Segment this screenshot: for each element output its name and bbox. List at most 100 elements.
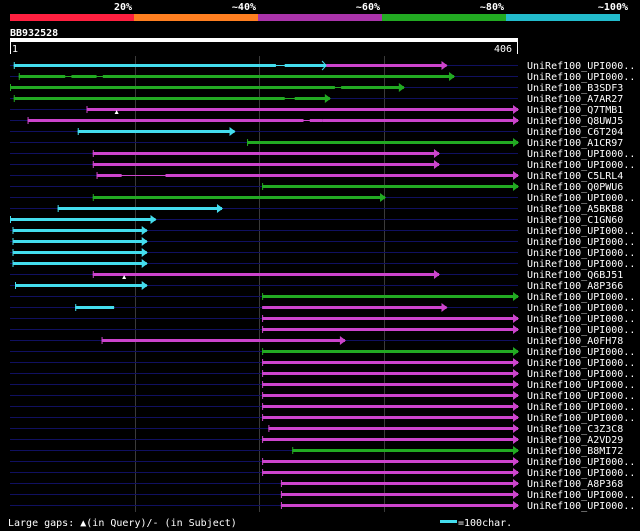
hit-row[interactable]: UniRef100_C3Z3C8	[10, 424, 623, 435]
hit-row[interactable]: UniRef100_UPI000..	[10, 149, 635, 160]
hit-label[interactable]: UniRef100_UPI000..	[527, 457, 635, 468]
hit-label[interactable]: UniRef100_UPI000..	[527, 325, 635, 336]
hit-label[interactable]: UniRef100_C5LRL4	[527, 171, 623, 182]
hit-label[interactable]: UniRef100_UPI000..	[527, 248, 635, 259]
hit-row[interactable]: UniRef100_Q0PWU6	[10, 182, 623, 193]
hit-row[interactable]: UniRef100_C1GN60	[10, 215, 623, 226]
hit-label[interactable]: UniRef100_Q6BJ51	[527, 270, 623, 281]
hit-arrow-icon	[380, 193, 387, 202]
hit-label[interactable]: UniRef100_A8P366	[527, 281, 623, 292]
hit-row[interactable]: UniRef100_B3SDF3	[10, 83, 623, 94]
hit-row[interactable]: UniRef100_A1CR97	[10, 138, 623, 149]
hit-label[interactable]: UniRef100_C3Z3C8	[527, 424, 623, 435]
hit-row[interactable]: UniRef100_Q8UWJ5	[10, 116, 623, 127]
hit-label[interactable]: UniRef100_B8MI72	[527, 446, 623, 457]
hit-row[interactable]: UniRef100_B8MI72	[10, 446, 623, 457]
hit-row[interactable]: UniRef100_A0FH78	[10, 336, 623, 347]
hit-label[interactable]: UniRef100_A8P368	[527, 479, 623, 490]
hit-arrow-icon	[513, 446, 519, 455]
hit-row[interactable]: UniRef100_UPI000..	[10, 468, 635, 479]
hit-arrow-icon	[433, 270, 440, 279]
hit-row[interactable]: UniRef100_UPI000..	[10, 226, 635, 237]
hit-row[interactable]: UniRef100_UPI000..	[10, 490, 635, 501]
hit-label[interactable]: UniRef100_UPI000..	[527, 402, 635, 413]
hit-label[interactable]: UniRef100_UPI000..	[527, 490, 635, 501]
hit-label[interactable]: UniRef100_A0FH78	[527, 336, 623, 347]
hit-row[interactable]: UniRef100_C5LRL4	[10, 171, 623, 182]
hit-arrow-icon	[513, 292, 519, 301]
scale-label-4: ~80%	[480, 2, 504, 13]
hit-label[interactable]: UniRef100_UPI000..	[527, 61, 635, 72]
hit-label[interactable]: UniRef100_UPI000..	[527, 259, 635, 270]
hit-row[interactable]: UniRef100_Q7TMB1	[10, 105, 623, 116]
hit-segment	[262, 383, 518, 386]
hit-label[interactable]: UniRef100_UPI000..	[527, 468, 635, 479]
hit-row[interactable]: UniRef100_UPI000..	[10, 457, 635, 468]
hit-label[interactable]: UniRef100_UPI000..	[527, 303, 635, 314]
hit-label[interactable]: UniRef100_A7AR27	[527, 94, 623, 105]
hit-segment	[71, 75, 97, 78]
hit-row[interactable]: UniRef100_A5BKB8	[10, 204, 623, 215]
hit-segment	[75, 306, 115, 309]
hit-row[interactable]: UniRef100_UPI000..	[10, 72, 635, 83]
hit-row[interactable]: UniRef100_A8P368	[10, 479, 623, 490]
hit-row[interactable]: UniRef100_A7AR27	[10, 94, 623, 105]
hit-label[interactable]: UniRef100_UPI000..	[527, 193, 635, 204]
hit-row[interactable]: UniRef100_UPI000..	[10, 369, 635, 380]
hit-label[interactable]: UniRef100_UPI000..	[527, 237, 635, 248]
hit-label[interactable]: UniRef100_UPI000..	[527, 501, 635, 512]
hit-row[interactable]: UniRef100_UPI000..	[10, 402, 635, 413]
hit-row[interactable]: UniRef100_UPI000..	[10, 347, 635, 358]
hit-row[interactable]: UniRef100_UPI000..	[10, 413, 635, 424]
hit-arrow-icon	[513, 402, 519, 411]
hit-row[interactable]: UniRef100_A2VD29	[10, 435, 623, 446]
hit-arrow-icon	[321, 60, 327, 71]
hit-label[interactable]: UniRef100_B3SDF3	[527, 83, 623, 94]
hit-row[interactable]: UniRef100_A8P366	[10, 281, 623, 292]
hit-label[interactable]: UniRef100_UPI000..	[527, 369, 635, 380]
hit-segment	[57, 207, 222, 210]
scale-segment-1	[10, 14, 134, 21]
hit-label[interactable]: UniRef100_UPI000..	[527, 149, 635, 160]
hit-label[interactable]: UniRef100_UPI000..	[527, 391, 635, 402]
hit-label[interactable]: UniRef100_UPI000..	[527, 380, 635, 391]
hit-label[interactable]: UniRef100_C1GN60	[527, 215, 623, 226]
hit-arrow-icon	[513, 347, 519, 356]
hit-row[interactable]: UniRef100_UPI000..	[10, 391, 635, 402]
hit-segment	[13, 64, 276, 67]
hit-arrow-icon	[513, 490, 519, 499]
hit-label[interactable]: UniRef100_UPI000..	[527, 292, 635, 303]
hit-label[interactable]: UniRef100_Q8UWJ5	[527, 116, 623, 127]
hit-row[interactable]: UniRef100_UPI000..	[10, 325, 635, 336]
hit-label[interactable]: UniRef100_UPI000..	[527, 72, 635, 83]
hit-label[interactable]: UniRef100_A5BKB8	[527, 204, 623, 215]
hit-row[interactable]: UniRef100_UPI000..	[10, 380, 635, 391]
hit-row[interactable]: UniRef100_UPI000..	[10, 60, 635, 72]
hit-row[interactable]: UniRef100_C6T204	[10, 127, 623, 138]
hit-label[interactable]: UniRef100_UPI000..	[527, 347, 635, 358]
hit-row[interactable]: UniRef100_UPI000..	[10, 237, 635, 248]
hit-row[interactable]: UniRef100_UPI000..	[10, 160, 635, 171]
hit-label[interactable]: UniRef100_A2VD29	[527, 435, 623, 446]
hit-arrow-icon	[513, 138, 519, 147]
hit-row[interactable]: UniRef100_UPI000..	[10, 501, 635, 512]
hit-label[interactable]: UniRef100_A1CR97	[527, 138, 623, 149]
hit-label[interactable]: UniRef100_UPI000..	[527, 226, 635, 237]
scale-segment-3	[258, 14, 382, 21]
hit-row[interactable]: UniRef100_UPI000..	[10, 259, 635, 270]
hit-row[interactable]: UniRef100_UPI000..	[10, 314, 635, 325]
hit-row[interactable]: UniRef100_Q6BJ51	[10, 270, 623, 281]
hit-label[interactable]: UniRef100_UPI000..	[527, 413, 635, 424]
hit-row[interactable]: UniRef100_UPI000..	[10, 303, 635, 314]
hit-row[interactable]: UniRef100_UPI000..	[10, 248, 635, 259]
hit-row[interactable]: UniRef100_UPI000..	[10, 193, 635, 204]
hit-label[interactable]: UniRef100_C6T204	[527, 127, 623, 138]
hit-label[interactable]: UniRef100_UPI000..	[527, 160, 635, 171]
hit-label[interactable]: UniRef100_UPI000..	[527, 314, 635, 325]
hit-label[interactable]: UniRef100_UPI000..	[527, 358, 635, 369]
hit-label[interactable]: UniRef100_Q0PWU6	[527, 182, 623, 193]
hit-segment	[284, 64, 327, 67]
hit-label[interactable]: UniRef100_Q7TMB1	[527, 105, 623, 116]
hit-row[interactable]: UniRef100_UPI000..	[10, 292, 635, 303]
hit-row[interactable]: UniRef100_UPI000..	[10, 358, 635, 369]
